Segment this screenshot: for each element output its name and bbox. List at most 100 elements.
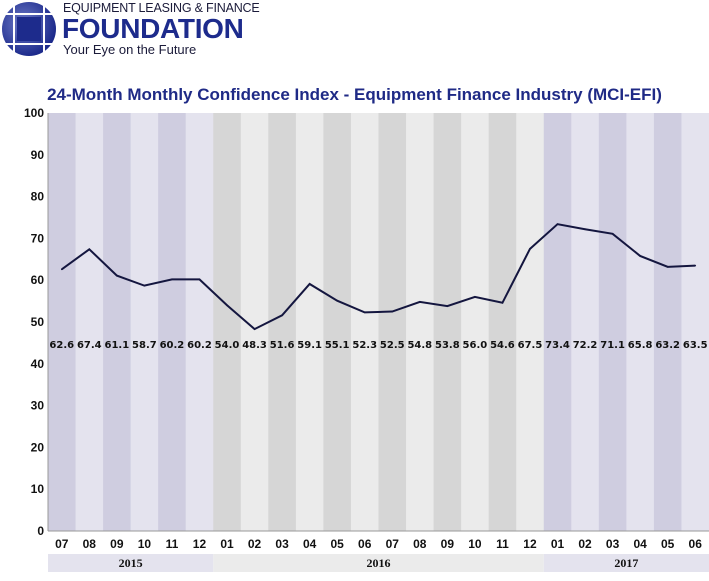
y-tick-label: 80 <box>31 190 45 204</box>
column-band <box>213 113 242 531</box>
year-label: 2017 <box>614 556 638 570</box>
data-point <box>446 305 449 307</box>
x-tick-label: 01 <box>551 537 565 551</box>
x-tick-label: 05 <box>331 537 345 551</box>
data-label: 65.8 <box>628 340 653 351</box>
year-band <box>213 554 544 572</box>
y-tick-label: 60 <box>31 273 45 287</box>
data-label: 62.6 <box>49 340 74 351</box>
x-tick-label: 12 <box>193 537 207 551</box>
foundation-logo: EQUIPMENT LEASING & FINANCE FOUNDATION Y… <box>0 0 280 60</box>
data-label: 48.3 <box>242 340 267 351</box>
x-tick-label: 10 <box>138 537 152 551</box>
x-tick-label: 03 <box>606 537 620 551</box>
column-band <box>75 113 104 531</box>
logo-tagline: Your Eye on the Future <box>63 42 197 57</box>
data-point <box>584 228 586 231</box>
column-band <box>268 113 297 531</box>
y-tick-label: 70 <box>31 231 45 245</box>
series-line <box>61 223 696 331</box>
y-tick-label: 100 <box>24 106 44 120</box>
column-band <box>103 113 132 531</box>
x-tick-label: 09 <box>110 537 124 551</box>
year-label: 2016 <box>367 556 391 570</box>
data-point <box>474 296 476 298</box>
data-label: 53.8 <box>435 340 460 351</box>
data-label: 54.6 <box>490 340 515 351</box>
year-band <box>48 554 214 572</box>
year-label: 2015 <box>119 556 143 570</box>
logo-line2: FOUNDATION <box>62 13 244 44</box>
x-tick-label: 06 <box>689 537 703 551</box>
column-band <box>626 113 655 531</box>
data-label: 67.5 <box>518 340 543 351</box>
column-band <box>681 113 709 531</box>
data-label: 52.3 <box>352 340 377 351</box>
column-band <box>653 113 682 531</box>
data-label: 73.4 <box>545 340 570 351</box>
data-point <box>529 248 531 250</box>
data-point <box>419 301 421 303</box>
y-tick-label: 10 <box>31 482 45 496</box>
data-point <box>391 310 394 313</box>
data-point <box>116 274 118 277</box>
x-tick-label: 12 <box>523 537 537 551</box>
column-band <box>461 113 490 531</box>
data-label: 61.1 <box>105 340 130 351</box>
x-tick-label: 05 <box>661 537 675 551</box>
column-band <box>516 113 545 531</box>
data-point <box>694 264 697 267</box>
data-label: 63.2 <box>655 340 680 351</box>
x-tick-label: 10 <box>468 537 482 551</box>
data-point <box>60 268 63 271</box>
column-band <box>158 113 187 531</box>
column-band <box>598 113 627 531</box>
data-point <box>198 278 201 281</box>
data-point <box>308 283 311 285</box>
data-label: 52.5 <box>380 340 405 351</box>
x-tick-label: 07 <box>55 537 69 551</box>
data-label: 54.8 <box>407 340 432 351</box>
data-point <box>501 301 504 304</box>
data-label: 60.2 <box>187 340 212 351</box>
x-tick-label: 08 <box>83 537 97 551</box>
data-point <box>639 255 641 257</box>
data-label: 51.6 <box>270 340 295 351</box>
data-label: 54.0 <box>215 340 240 351</box>
column-band <box>185 113 214 531</box>
column-band <box>378 113 407 531</box>
data-label: 72.2 <box>573 340 598 351</box>
data-label: 63.5 <box>683 340 708 351</box>
column-band <box>488 113 517 531</box>
column-band <box>48 113 77 531</box>
data-label: 71.1 <box>600 340 625 351</box>
data-point <box>281 314 283 317</box>
data-label: 56.0 <box>463 340 488 351</box>
y-tick-label: 50 <box>31 315 45 329</box>
column-band <box>323 113 352 531</box>
x-tick-label: 06 <box>358 537 372 551</box>
column-band <box>350 113 379 531</box>
data-label: 59.1 <box>297 340 322 351</box>
data-point <box>253 328 256 330</box>
y-tick-label: 20 <box>31 440 45 454</box>
data-label: 60.2 <box>160 340 185 351</box>
logo-line1: EQUIPMENT LEASING & FINANCE <box>63 1 260 15</box>
x-tick-label: 03 <box>275 537 289 551</box>
column-band <box>406 113 435 531</box>
data-point <box>611 233 614 235</box>
data-point <box>226 304 228 307</box>
column-band <box>295 113 324 531</box>
column-band <box>543 113 572 531</box>
data-point <box>363 311 366 314</box>
data-point <box>336 299 338 302</box>
x-tick-label: 11 <box>166 537 179 551</box>
year-band <box>543 554 709 572</box>
data-point <box>88 248 91 251</box>
x-tick-label: 04 <box>633 537 647 551</box>
x-tick-label: 08 <box>413 537 427 551</box>
x-tick-label: 02 <box>248 537 262 551</box>
column-band <box>433 113 462 531</box>
column-band <box>130 113 159 531</box>
